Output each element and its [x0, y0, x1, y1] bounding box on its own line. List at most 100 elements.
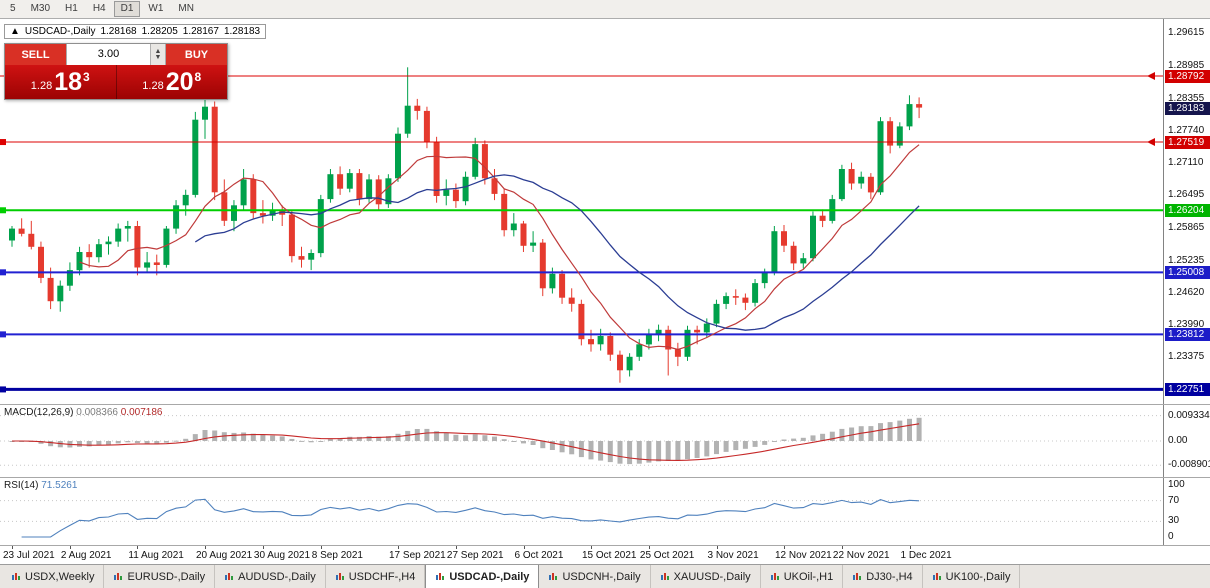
tab-label: USDX,Weekly	[25, 571, 95, 583]
panel-separator[interactable]	[0, 404, 1210, 405]
tab-usdcnh-daily[interactable]: USDCNH-,Daily	[539, 565, 651, 588]
price-tick: 1.27110	[1168, 157, 1204, 169]
chart-tabs-bar: USDX,Weekly EURUSD-,Daily AUDUSD-,Daily USD…	[0, 564, 1210, 588]
main-chart-area[interactable]: ▲ USDCAD-,Daily 1.28168 1.28205 1.28167 …	[0, 18, 1163, 404]
buy-price-display[interactable]: 1.28 20 8	[115, 65, 228, 99]
date-tick-mark	[398, 546, 399, 549]
one-click-trading-panel: SELL 3.00 ▲ ▼ BUY 1.28 18 3 1.28	[4, 43, 228, 100]
timeframe-button-h4[interactable]: H4	[86, 1, 113, 17]
sell-price-display[interactable]: 1.28 18 3	[5, 65, 116, 99]
tab-ukoil-h1[interactable]: UKOil-,H1	[761, 565, 844, 588]
price-tick: 1.24620	[1168, 286, 1205, 298]
rsi-scale-tick: 0	[1168, 531, 1174, 542]
date-tick-mark	[137, 546, 139, 549]
tab-usdx-weekly[interactable]: USDX,Weekly	[2, 565, 105, 588]
time-axis[interactable]: 23 Jul 2021 2 Aug 2021 11 Aug 2021 20 Aug 2…	[0, 546, 1210, 564]
tab-usdcad-daily[interactable]: USDCAD-,Daily	[425, 565, 540, 588]
tab-xauusd-daily[interactable]: XAUUSD-,Daily	[651, 565, 761, 588]
tab-uk100-daily[interactable]: UK100-,Daily	[923, 565, 1021, 588]
timeframe-button-5[interactable]: 5	[3, 1, 23, 17]
panel-separator[interactable]	[0, 477, 1210, 478]
tab-eurusd-daily[interactable]: EURUSD-,Daily	[104, 565, 216, 588]
spinner-down-icon[interactable]: ▼	[154, 53, 162, 61]
timeframe-toolbar: 5 M30 H1 H4 D1 W1 MN	[0, 0, 1210, 19]
macd-panel[interactable]: MACD(12,26,9) 0.008366 0.007186	[0, 405, 1163, 477]
macd-label: MACD(12,26,9) 0.008366 0.007186	[4, 407, 162, 418]
tab-dj30-h4[interactable]: DJ30-,H4	[843, 565, 923, 588]
date-tick-mark	[784, 546, 785, 549]
timeframe-button-m30[interactable]: M30	[24, 1, 57, 17]
tab-label: DJ30-,H4	[866, 571, 913, 583]
tab-label: XAUUSD-,Daily	[673, 571, 751, 583]
timeframe-button-d1[interactable]: D1	[113, 1, 141, 17]
spinner-up-icon[interactable]: ▲	[154, 47, 162, 55]
sell-price-base: 1.28	[30, 79, 53, 92]
timeframe-button-w1[interactable]: W1	[141, 1, 170, 17]
volume-value[interactable]: 3.00	[97, 48, 120, 60]
macd-name: MACD(12,26,9)	[4, 407, 74, 418]
ohlc-close: 1.28183	[223, 26, 261, 37]
date-tick-mark	[648, 546, 650, 549]
ohlc-low: 1.28167	[182, 26, 219, 37]
date-tick-mark	[320, 546, 322, 549]
price-tick: 1.28985	[1168, 60, 1205, 71]
tab-label: USDCNH-,Daily	[562, 571, 641, 583]
macd-scale-tick: -0.008901	[1168, 459, 1210, 471]
current-price-badge: 1.28183	[1165, 101, 1210, 115]
date-tick-mark	[909, 546, 911, 549]
tab-chart-icon	[549, 573, 558, 580]
price-tick: 1.23990	[1168, 319, 1205, 331]
price-tick: 1.25235	[1168, 254, 1205, 266]
rsi-panel[interactable]: RSI(14) 71.5261	[0, 478, 1163, 545]
sell-button[interactable]: SELL	[5, 44, 66, 65]
tab-label: EURUSD-,Daily	[127, 571, 206, 583]
date-label: 23 Jul 2021	[3, 550, 55, 561]
date-label: 11 Aug 2021	[128, 550, 184, 561]
price-tick: 1.23375	[1168, 351, 1205, 362]
tab-chart-icon	[770, 573, 779, 580]
date-label: 12 Nov 2021	[775, 550, 832, 561]
tab-chart-icon	[853, 573, 862, 580]
date-label: 20 Aug 2021	[196, 550, 253, 561]
tab-label: UK100-,Daily	[945, 571, 1011, 583]
date-tick-mark	[841, 546, 843, 549]
tab-audusd-daily[interactable]: AUDUSD-,Daily	[215, 565, 326, 588]
price-level-badge: 1.27519	[1165, 136, 1210, 149]
ma-fast-line	[79, 144, 920, 351]
tab-chart-icon	[436, 572, 445, 580]
volume-field[interactable]: 3.00 ▲ ▼	[66, 44, 166, 65]
macd-scale-tick: 0.00	[1168, 435, 1188, 446]
rsi-scale-tick: 70	[1168, 494, 1180, 506]
rsi-plot	[0, 498, 1163, 538]
date-label: 1 Dec 2021	[900, 550, 952, 561]
rsi-name: RSI(14)	[4, 480, 39, 491]
date-label: 25 Oct 2021	[639, 550, 695, 561]
tab-label: USDCAD-,Daily	[449, 570, 530, 583]
macd-main-value: 0.008366	[76, 407, 118, 418]
volume-spinner[interactable]: ▲ ▼	[150, 44, 165, 65]
chart-symbol-label: USDCAD-,Daily	[24, 26, 96, 37]
date-tick-mark	[455, 546, 457, 549]
buy-button[interactable]: BUY	[166, 44, 227, 65]
sell-price-point: 3	[83, 69, 90, 84]
date-label: 27 Sep 2021	[446, 550, 504, 561]
date-tick-mark	[205, 546, 206, 549]
ma-slow-line	[194, 174, 920, 331]
tab-chart-icon	[335, 573, 344, 580]
rsi-label: RSI(14) 71.5261	[4, 480, 77, 491]
date-label: 17 Sep 2021	[389, 550, 446, 561]
ohlc-info: ▲ USDCAD-,Daily 1.28168 1.28205 1.28167 …	[4, 24, 267, 39]
price-axis[interactable]: 1.29615 1.28985 1.28355 1.27740 1.27110 1.264…	[1163, 18, 1210, 545]
tab-chart-icon	[225, 573, 234, 580]
tab-chart-icon	[932, 573, 941, 580]
tab-usdchf-h4[interactable]: USDCHF-,H4	[326, 565, 426, 588]
date-tick-mark	[12, 546, 13, 549]
date-tick-mark	[523, 546, 525, 549]
date-tick-mark	[591, 546, 592, 549]
candlestick-plot[interactable]	[0, 18, 1163, 404]
timeframe-button-mn[interactable]: MN	[171, 1, 201, 17]
panel-separator	[0, 545, 1210, 546]
price-tick: 1.25865	[1168, 221, 1205, 233]
timeframe-button-h1[interactable]: H1	[58, 1, 85, 17]
